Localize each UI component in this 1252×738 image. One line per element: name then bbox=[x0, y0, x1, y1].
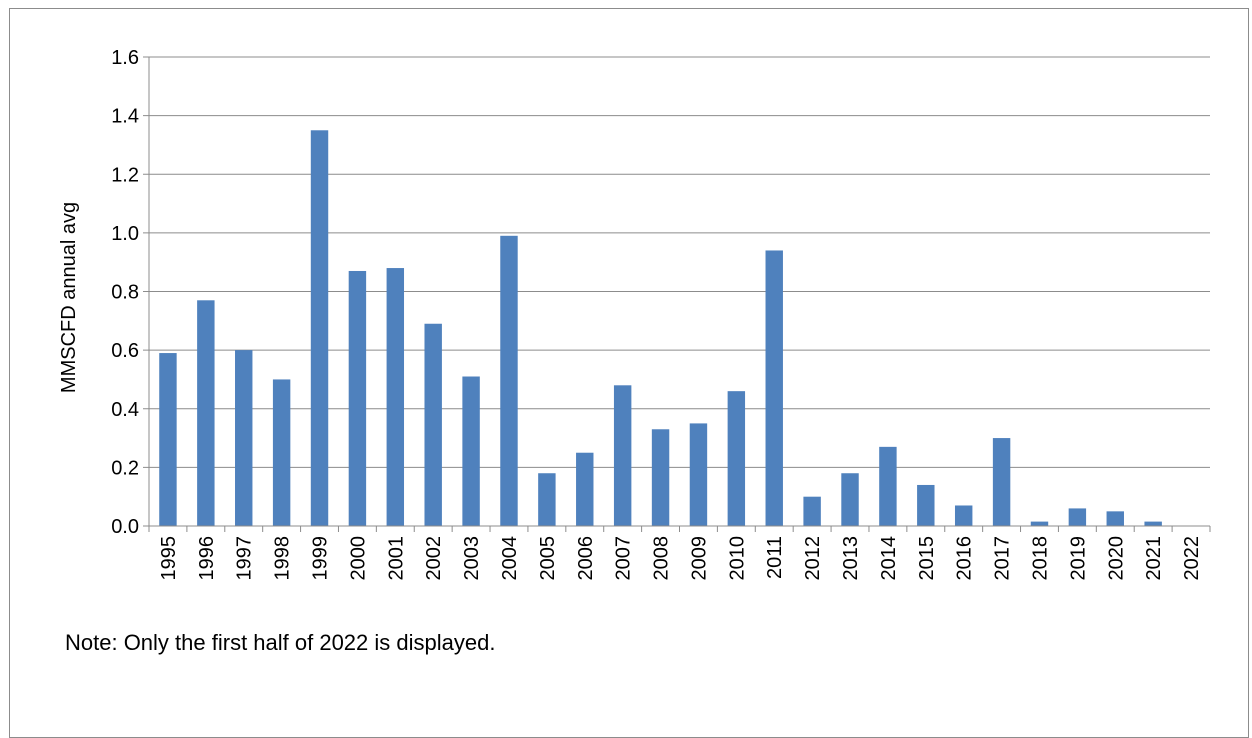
x-tick-label: 2011 bbox=[764, 536, 786, 579]
bar-2016 bbox=[954, 505, 973, 526]
y-tick-label: 1.6 bbox=[111, 47, 139, 69]
bar-2001 bbox=[386, 268, 405, 526]
bar-2004 bbox=[500, 235, 518, 526]
x-tick-label: 2005 bbox=[537, 536, 559, 581]
y-tick-label: 0.6 bbox=[111, 340, 139, 362]
bar-1996 bbox=[197, 300, 215, 526]
x-tick-label: 2002 bbox=[423, 536, 445, 581]
bar-2010 bbox=[727, 391, 746, 526]
x-tick-label: 2010 bbox=[726, 536, 748, 581]
y-tick-label: 0.4 bbox=[111, 399, 139, 421]
x-tick-label: 2020 bbox=[1105, 536, 1127, 581]
x-tick-label: 1996 bbox=[196, 536, 218, 581]
x-tick-label: 2012 bbox=[802, 536, 824, 581]
x-tick-label: 2015 bbox=[916, 536, 938, 581]
y-tick-label: 1.2 bbox=[111, 164, 139, 186]
x-tick-label: 2021 bbox=[1143, 536, 1165, 581]
x-tick-label: 2007 bbox=[613, 536, 635, 581]
bar-2012 bbox=[803, 496, 821, 526]
bar-2015 bbox=[917, 484, 935, 526]
bar-2019 bbox=[1068, 508, 1087, 526]
bars bbox=[159, 130, 1162, 526]
chart-note: Note: Only the first half of 2022 is dis… bbox=[65, 630, 496, 655]
bar-1995 bbox=[159, 353, 177, 526]
x-tick-label: 2022 bbox=[1181, 536, 1203, 581]
bar-1997 bbox=[235, 350, 253, 526]
chart-frame bbox=[9, 8, 1249, 738]
axes bbox=[143, 56, 1211, 532]
x-tick-label: 2018 bbox=[1029, 536, 1051, 581]
y-tick-label: 0.8 bbox=[111, 282, 139, 304]
x-tick-label: 2019 bbox=[1067, 536, 1089, 581]
x-tick-label: 2014 bbox=[878, 536, 900, 581]
bar-2018 bbox=[1030, 521, 1049, 526]
y-tick-label: 0.2 bbox=[111, 457, 139, 479]
bar-2014 bbox=[879, 446, 897, 526]
bar-2008 bbox=[651, 429, 670, 526]
y-tick-label: 1.0 bbox=[111, 223, 139, 245]
bar-1998 bbox=[272, 379, 291, 526]
x-tick-label: 2013 bbox=[840, 536, 862, 581]
bar-2021 bbox=[1144, 521, 1162, 526]
bar-2007 bbox=[613, 385, 632, 526]
bar-2017 bbox=[992, 438, 1011, 526]
x-tick-label: 2009 bbox=[688, 536, 710, 581]
x-tick-label: 2008 bbox=[651, 536, 673, 581]
x-tick-label: 2016 bbox=[954, 536, 976, 581]
x-tick-label: 2001 bbox=[385, 536, 407, 581]
tick-labels: 0.0 0.2 0.4 0.6 0.8 1.0 1.2 1.4 1.6 1995 1996 1997 1… bbox=[111, 47, 1203, 581]
bar-2005 bbox=[538, 473, 556, 526]
y-tick-label: 0.0 bbox=[111, 516, 139, 538]
bar-2002 bbox=[424, 323, 442, 526]
bar-1999 bbox=[310, 130, 329, 526]
bar-2006 bbox=[576, 452, 594, 526]
bar-2003 bbox=[462, 376, 480, 526]
x-tick-label: 2006 bbox=[575, 536, 597, 581]
gridlines bbox=[149, 56, 1210, 468]
x-tick-label: 2003 bbox=[461, 536, 483, 581]
bar-2020 bbox=[1106, 511, 1124, 526]
x-tick-label: 1997 bbox=[234, 536, 256, 581]
x-tick-label: 2000 bbox=[347, 536, 369, 581]
bar-2009 bbox=[689, 423, 708, 526]
bar-2013 bbox=[841, 473, 859, 526]
y-tick-label: 1.4 bbox=[111, 106, 139, 128]
x-tick-label: 2017 bbox=[992, 536, 1014, 581]
x-tick-label: 1999 bbox=[310, 536, 332, 581]
x-tick-label: 1995 bbox=[158, 536, 180, 581]
bar-2011 bbox=[765, 250, 783, 526]
x-tick-label: 2004 bbox=[499, 536, 521, 581]
y-axis-label: MMSCFD annual avg bbox=[58, 202, 80, 393]
x-tick-label: 1998 bbox=[272, 536, 294, 581]
bar-2000 bbox=[348, 270, 367, 526]
